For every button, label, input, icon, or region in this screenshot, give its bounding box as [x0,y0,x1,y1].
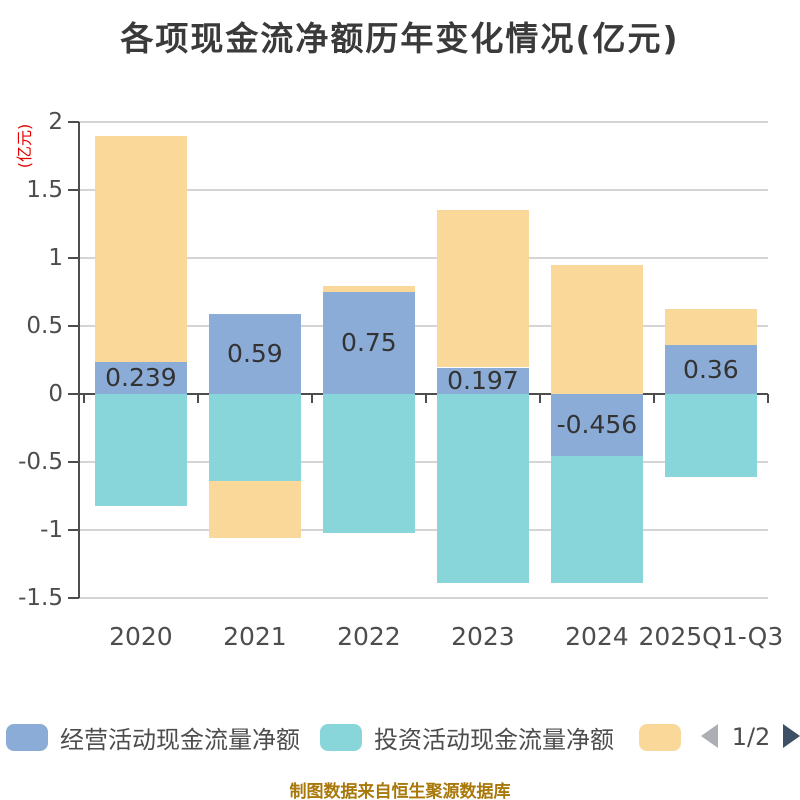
x-axis-tick [424,394,427,404]
legend-next-page-arrow-icon[interactable] [783,724,800,748]
bar-segment-operating-2022[interactable] [322,292,415,395]
y-axis-tick [68,121,79,124]
gridline [79,189,768,192]
bar-segment-operating-2021[interactable] [208,314,301,395]
y-axis-tick-label: 2 [48,109,63,136]
bar-segment-series3-2024[interactable] [550,265,643,395]
gridline [79,325,768,328]
y-axis-tick-label: 0.5 [26,313,63,340]
y-axis-tick-label: 1.5 [26,177,63,204]
bar-data-label-2024: -0.456 [556,410,638,440]
bar-data-label-2025Q1-Q3: 0.36 [683,354,739,384]
y-axis-tick-label: 0 [48,381,63,408]
legend-swatch-investing [320,723,362,751]
bar-segment-series3-2021[interactable] [208,481,301,539]
legend-prev-page-arrow-icon[interactable] [701,724,718,748]
y-axis-tick [68,529,79,532]
x-axis-tick [766,394,769,404]
bar-segment-investing-2021[interactable] [208,394,301,482]
y-axis-line [78,122,80,599]
bar-segment-investing-2020[interactable] [94,394,187,506]
data-source-caption: 制图数据来自恒生聚源数据库 [289,782,511,800]
gridline [79,461,768,464]
gridline [79,257,768,260]
y-axis-tick [68,325,79,328]
legend-label-investing: 投资活动现金流量净额 [374,725,614,754]
bar-segment-investing-2025Q1-Q3[interactable] [664,394,757,478]
bar-segment-investing-2023[interactable] [436,394,529,584]
bar-data-label-2022: 0.75 [341,328,397,358]
y-axis-tick-label: -1 [40,517,63,544]
y-axis-tick [68,257,79,260]
x-axis-tick [310,394,313,404]
x-axis-tick [196,394,199,404]
bar-segment-investing-2024[interactable] [550,456,643,583]
bar-segment-series3-2023[interactable] [436,209,529,368]
gridline [79,121,768,124]
y-axis-tick [68,189,79,192]
bar-segment-series3-2022[interactable] [322,285,415,293]
x-axis-tick [538,394,541,404]
y-axis-tick [68,461,79,464]
legend-swatch-series3 [639,723,681,751]
x-axis-category-label-2025Q1-Q3: 2025Q1-Q3 [638,622,784,651]
y-axis-tick [68,597,79,600]
gridline [79,529,768,532]
bar-segment-operating-2025Q1-Q3[interactable] [664,345,757,395]
bar-segment-investing-2022[interactable] [322,394,415,533]
x-axis-tick [652,394,655,404]
bar-segment-operating-2023[interactable] [436,367,529,395]
gridline [79,597,768,600]
legend-item-operating[interactable]: 经营活动现金流量净额 [6,723,300,754]
x-axis-tick [82,394,85,404]
bar-segment-operating-2024[interactable] [550,394,643,457]
bar-data-label-2023: 0.197 [447,365,519,395]
y-axis-tick [68,393,79,396]
bar-segment-series3-2020[interactable] [94,136,187,362]
legend-page-indicator: 1/2 [731,723,771,751]
x-axis-line [79,393,768,396]
legend-swatch-operating [6,723,48,751]
y-axis-tick-label: -0.5 [18,449,63,476]
legend-item-series3[interactable] [639,723,681,751]
x-axis-category-label-2021: 2021 [223,622,287,651]
y-axis-tick-label: -1.5 [18,585,63,612]
x-axis-category-label-2024: 2024 [565,622,629,651]
bar-data-label-2020: 0.239 [105,363,177,392]
bar-segment-operating-2020[interactable] [94,361,187,395]
y-axis-tick-label: 1 [48,245,63,272]
bar-segment-series3-2025Q1-Q3[interactable] [664,308,757,346]
x-axis-category-label-2020: 2020 [109,622,173,651]
chart-title: 各项现金流净额历年变化情况(亿元) [120,19,680,58]
x-axis-category-label-2022: 2022 [337,622,401,651]
x-axis-category-label-2023: 2023 [451,622,515,651]
bar-data-label-2021: 0.59 [227,339,283,369]
legend-item-investing[interactable]: 投资活动现金流量净额 [320,723,614,754]
legend-label-operating: 经营活动现金流量净额 [60,725,300,754]
